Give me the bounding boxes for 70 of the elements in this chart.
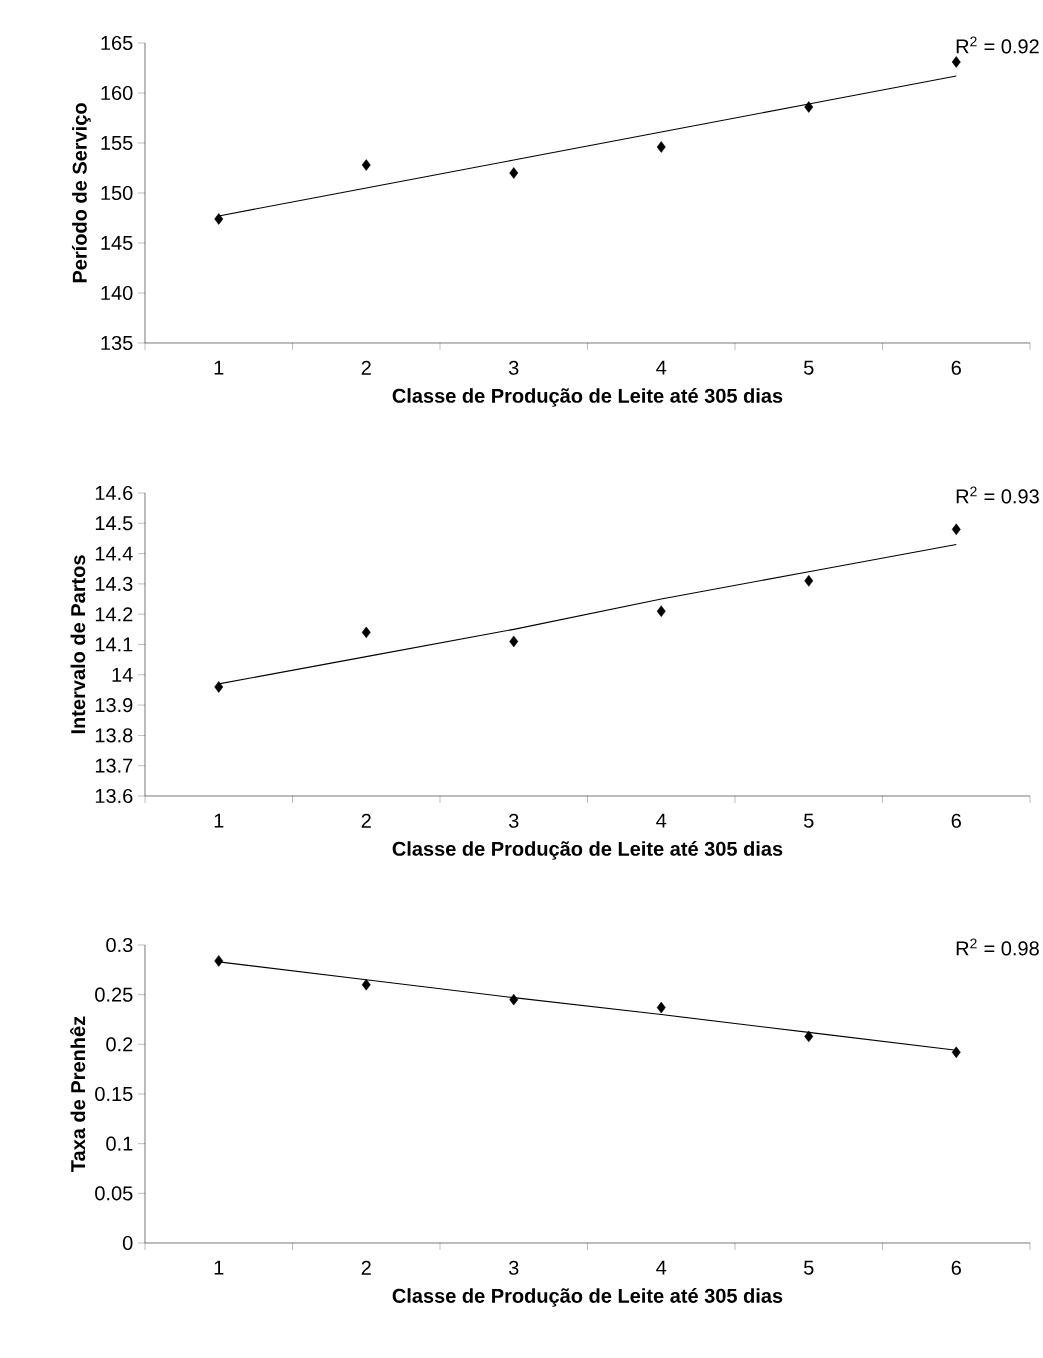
x-tick-label: 3 [508, 813, 519, 828]
y-tick-label: 14.3 [95, 576, 133, 591]
point [804, 575, 814, 587]
x-tick-label: 5 [803, 813, 814, 828]
x-tick-label: 2 [361, 360, 371, 375]
x-tick-label: 6 [951, 1260, 961, 1275]
y-tick-label: 0.15 [95, 1086, 133, 1102]
y-tick-label: 0.3 [106, 937, 133, 953]
x-tick-label: 3 [508, 360, 519, 375]
y-tick-label: 13.9 [95, 698, 133, 713]
x-tick-label: 1 [214, 813, 224, 828]
y-tick-label: 13.6 [95, 788, 133, 804]
point [951, 56, 961, 68]
y-tick-label: 150 [101, 185, 133, 201]
x-tick-label: 1 [214, 360, 224, 375]
point [656, 141, 666, 153]
y-tick-label: 0 [122, 1235, 133, 1251]
y-axis-title: Taxa de Prenhêz [70, 1016, 86, 1172]
point [509, 167, 519, 179]
annotation: R$^{2}$ = 0.92 [956, 36, 1039, 54]
y-tick-label: 14 [112, 667, 133, 682]
y-tick-label: 165 [101, 35, 133, 51]
point [361, 159, 371, 171]
y-tick-label: 0.1 [106, 1136, 133, 1151]
point [951, 1046, 961, 1059]
y-tick-label: 140 [101, 285, 133, 301]
y-tick-label: 0.2 [106, 1037, 133, 1052]
point [361, 626, 371, 639]
x-tick-label: 6 [951, 360, 961, 375]
point [214, 213, 224, 225]
y-tick-label: 14.2 [95, 607, 133, 622]
y-axis-title: Período de Serviço [71, 103, 91, 283]
y-tick-label: 13.8 [95, 728, 133, 743]
y-tick-label: 155 [101, 136, 133, 150]
x-tick-label: 1 [214, 1260, 224, 1275]
x-tick-label: 5 [803, 1260, 814, 1275]
y-tick-label: 135 [101, 335, 133, 351]
y-tick-label: 13.7 [95, 758, 133, 773]
y-tick-label: 145 [101, 236, 133, 250]
point [804, 101, 814, 113]
y-tick-label: 14.4 [95, 546, 133, 561]
point [656, 1001, 666, 1014]
point [804, 1030, 814, 1043]
y-tick-label: 0.25 [95, 987, 133, 1002]
x-tick-label: 2 [361, 1260, 371, 1275]
annotation: R$^{2}$ = 0.93 [956, 486, 1039, 504]
y-tick-label: 14.1 [95, 637, 133, 652]
x-tick-label: 4 [656, 360, 667, 375]
x-tick-label: 6 [951, 813, 961, 828]
point [509, 993, 519, 1006]
point [951, 523, 961, 536]
x-tick-label: 5 [803, 360, 814, 375]
x-tick-label: 3 [508, 1260, 519, 1275]
y-axis-title: Intervalo de Partos [70, 555, 86, 734]
point [214, 681, 224, 693]
x-tick-label: 2 [361, 813, 371, 828]
point [509, 635, 519, 648]
annotation: R$^{2}$ = 0.98 [956, 938, 1039, 956]
point [656, 605, 666, 617]
x-axis-title: Classe de Produção de Leite até 305 dias [392, 1288, 783, 1307]
y-tick-label: 14.5 [95, 516, 133, 531]
point [361, 978, 371, 991]
x-tick-label: 4 [656, 813, 667, 828]
x-axis-title: Classe de Produção de Leite até 305 dias [392, 841, 783, 860]
y-tick-label: 160 [101, 85, 133, 101]
y-tick-label: 14.6 [95, 485, 133, 501]
x-axis-title: Classe de Produção de Leite até 305 dias [392, 388, 783, 407]
point [214, 955, 224, 967]
y-tick-label: 0.05 [95, 1186, 133, 1201]
x-tick-label: 4 [656, 1260, 667, 1275]
